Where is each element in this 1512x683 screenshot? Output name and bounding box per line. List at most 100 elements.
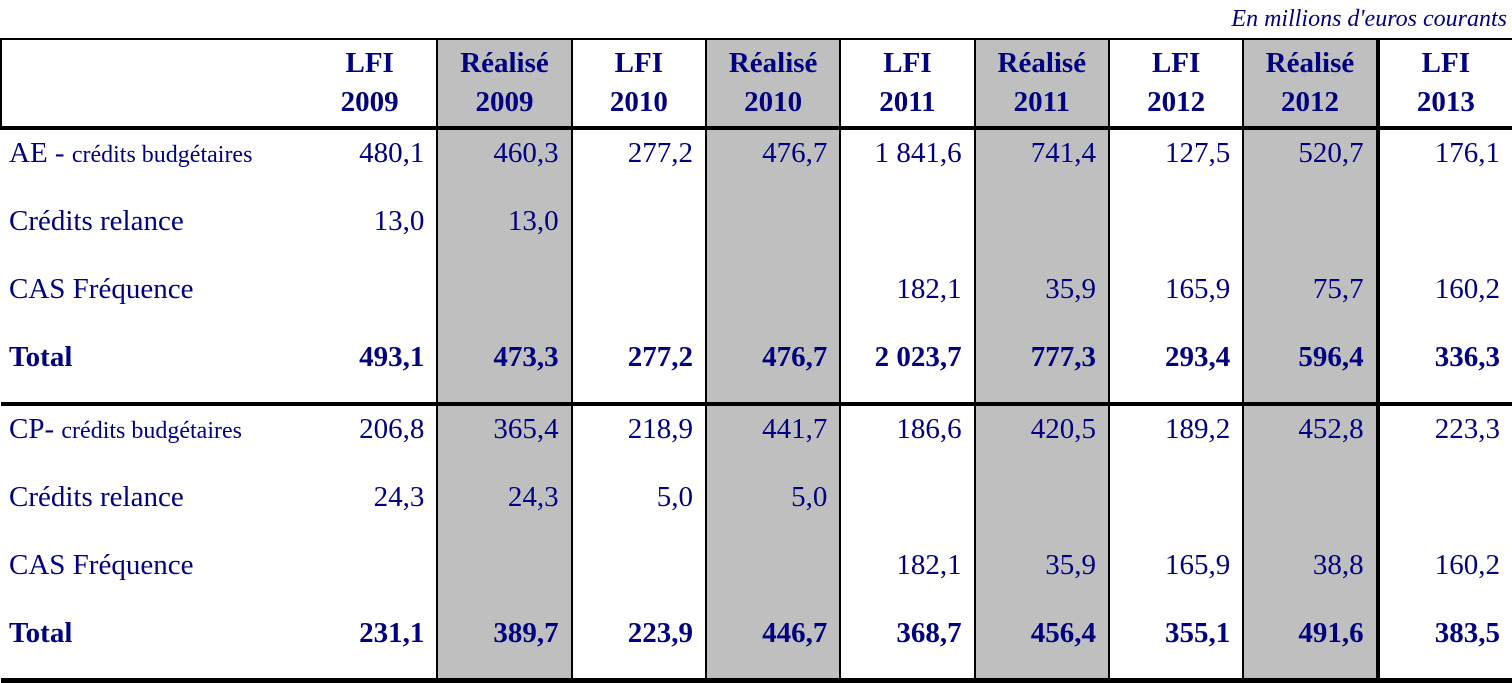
row-label-credits-relance: Crédits relance — [9, 481, 184, 513]
col-year: 2010 — [744, 86, 803, 118]
cell-lfi-2012 — [1107, 198, 1244, 266]
cell-realise-2011: 420,5 — [973, 404, 1109, 474]
cell-lfi-2013: 223,3 — [1375, 404, 1512, 474]
cell-lfi-2012: 165,9 — [1107, 542, 1244, 610]
col-year: 2010 — [609, 86, 668, 118]
cell-realise-2010: 441,7 — [704, 404, 841, 474]
cell-lfi-2013 — [1375, 198, 1512, 266]
cell-realise-2010 — [704, 542, 841, 610]
cell-realise-2012 — [1242, 474, 1378, 542]
budget-table: LFI 2009 Réalisé 2009 LFI 2010 Réalisé 2010 … — [0, 38, 1512, 683]
row-ae-cas-frequence: CAS Fréquence 182,1 35,9 165,9 75,7 160,… — [1, 266, 1512, 334]
cell-lfi-2011 — [839, 474, 975, 542]
cell-realise-2012: 520,7 — [1242, 128, 1378, 198]
header-row: LFI 2009 Réalisé 2009 LFI 2010 Réalisé 2010 … — [0, 38, 1512, 130]
row-label-ae: AE - crédits budgétaires — [1, 128, 303, 198]
cell-realise-2011: 741,4 — [973, 128, 1109, 198]
row-label-total: Total — [1, 334, 303, 406]
row-label-cp: CP- crédits budgétaires — [1, 404, 303, 474]
col-year: 2013 — [1416, 86, 1475, 118]
row-label-cas-frequence: CAS Fréquence — [9, 273, 194, 305]
col-label: LFI — [345, 46, 394, 79]
cell-realise-2010: 476,7 — [704, 128, 841, 198]
cell-realise-2011 — [973, 198, 1109, 266]
col-header-lfi-2010: LFI 2010 — [570, 38, 706, 130]
cell-lfi-2012: 165,9 — [1107, 266, 1244, 334]
table-caption-row: En millions d'euros courants — [0, 0, 1512, 38]
row-label-credits-relance: Crédits relance — [9, 205, 184, 237]
col-header-lfi-2012: LFI 2012 — [1107, 38, 1244, 130]
cell-realise-2012 — [1242, 198, 1378, 266]
cell-lfi-2013: 160,2 — [1375, 542, 1512, 610]
cell-lfi-2011: 2 023,7 — [839, 334, 975, 406]
cell-lfi-2012: 189,2 — [1107, 404, 1244, 474]
cell-lfi-2012: 293,4 — [1107, 334, 1244, 406]
col-header-lfi-2009: LFI 2009 — [303, 38, 438, 130]
cell-lfi-2009: 206,8 — [359, 413, 425, 445]
col-label: LFI — [614, 46, 663, 79]
col-year: 2009 — [340, 86, 399, 118]
cell-lfi-2012: 355,1 — [1107, 610, 1244, 683]
cell-realise-2011 — [973, 474, 1109, 542]
cell-realise-2009: 24,3 — [436, 474, 572, 542]
col-label: Réalisé — [460, 46, 549, 79]
row-label-suffix: crédits budgétaires — [71, 142, 253, 168]
row-label-cas-frequence: CAS Fréquence — [9, 549, 194, 581]
cell-lfi-2009: 13,0 — [373, 205, 425, 237]
cell-lfi-2011: 182,1 — [839, 542, 975, 610]
row-label-suffix: crédits budgétaires — [61, 418, 242, 444]
cell-realise-2010: 476,7 — [704, 334, 841, 406]
col-label: LFI — [883, 46, 932, 79]
cell-lfi-2009: 24,3 — [373, 481, 425, 513]
col-header-realise-2010: Réalisé 2010 — [704, 38, 841, 130]
col-year: 2012 — [1147, 86, 1206, 118]
row-label-total: Total — [1, 610, 303, 683]
row-cp-cas-frequence: CAS Fréquence 182,1 35,9 165,9 38,8 160,… — [1, 542, 1512, 610]
cell-realise-2009: 460,3 — [436, 128, 572, 198]
cell-lfi-2009: 231,1 — [303, 610, 438, 683]
cell-lfi-2009 — [303, 266, 437, 334]
cell-realise-2010: 446,7 — [704, 610, 841, 683]
cell-realise-2010 — [704, 198, 841, 266]
cell-realise-2009: 365,4 — [436, 404, 572, 474]
cell-realise-2009: 13,0 — [436, 198, 572, 266]
row-cp-total: Total 231,1 389,7 223,9 446,7 368,7 456,… — [1, 610, 1512, 683]
cell-lfi-2013: 160,2 — [1375, 266, 1512, 334]
col-header-realise-2012: Réalisé 2012 — [1242, 38, 1378, 130]
col-label: Réalisé — [728, 46, 818, 79]
cell-lfi-2013 — [1375, 474, 1512, 542]
col-header-realise-2011: Réalisé 2011 — [973, 38, 1109, 130]
cell-realise-2009: 473,3 — [436, 334, 572, 406]
cell-lfi-2013: 383,5 — [1375, 610, 1512, 683]
row-cp-credits-relance: Crédits relance 24,3 24,3 5,0 5,0 — [1, 474, 1512, 542]
col-label: LFI — [1151, 46, 1201, 79]
cell-lfi-2009 — [303, 542, 437, 610]
units-caption: En millions d'euros courants — [1231, 6, 1507, 32]
col-header-realise-2009: Réalisé 2009 — [436, 38, 572, 130]
cell-realise-2009 — [436, 542, 572, 610]
cell-realise-2010 — [704, 266, 841, 334]
cell-lfi-2010 — [570, 198, 706, 266]
cell-realise-2009: 389,7 — [436, 610, 572, 683]
col-year: 2012 — [1280, 86, 1339, 118]
cell-lfi-2009: 480,1 — [359, 137, 425, 169]
cell-lfi-2010: 5,0 — [570, 474, 706, 542]
col-label: Réalisé — [1265, 46, 1355, 79]
corner-cell — [0, 38, 303, 130]
cell-lfi-2010 — [570, 542, 706, 610]
row-ae-total: Total 493,1 473,3 277,2 476,7 2 023,7 77… — [1, 334, 1512, 406]
cell-lfi-2011: 368,7 — [839, 610, 975, 683]
cell-lfi-2013: 176,1 — [1375, 128, 1512, 198]
cell-realise-2011: 777,3 — [973, 334, 1109, 406]
col-header-lfi-2013: LFI 2013 — [1375, 38, 1512, 130]
row-ae-credits-relance: Crédits relance 13,0 13,0 — [1, 198, 1512, 266]
row-label-prefix: AE - — [9, 137, 72, 169]
cell-realise-2011: 456,4 — [973, 610, 1109, 683]
cell-lfi-2012 — [1107, 474, 1244, 542]
cell-realise-2012: 75,7 — [1242, 266, 1378, 334]
cell-lfi-2009: 493,1 — [303, 334, 438, 406]
cell-realise-2010: 5,0 — [704, 474, 841, 542]
cell-realise-2009 — [436, 266, 572, 334]
cell-lfi-2010: 277,2 — [570, 334, 706, 406]
cell-realise-2012: 491,6 — [1242, 610, 1378, 683]
